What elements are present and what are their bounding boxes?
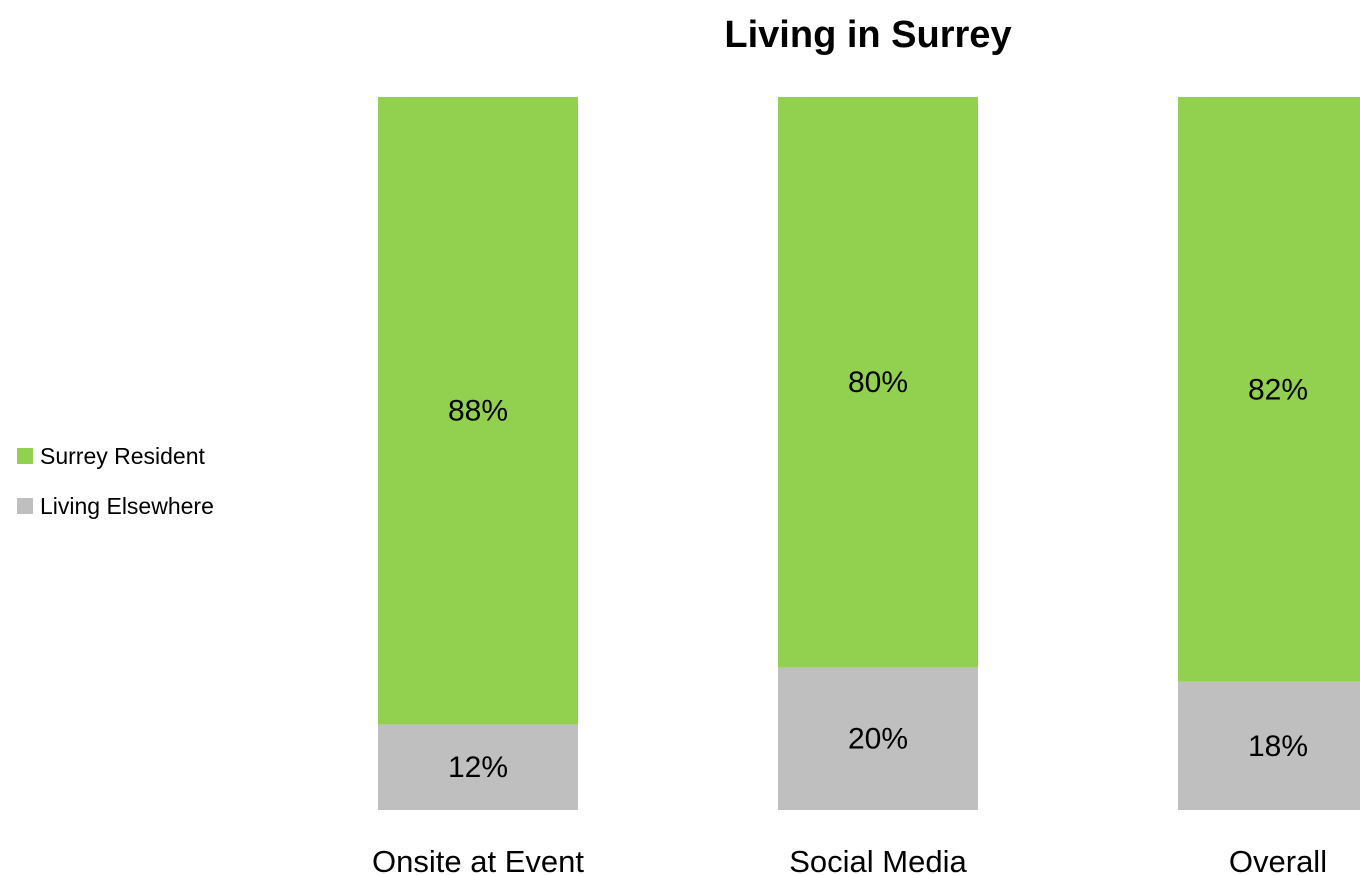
data-label-living-elsewhere-social-media: 20% bbox=[848, 723, 908, 756]
category-label-social-media: Social Media bbox=[789, 844, 967, 875]
chart-title: Living in Surrey bbox=[724, 14, 1011, 56]
bar-segment-living-elsewhere-social-media bbox=[778, 667, 978, 810]
category-labels: Onsite at Event Social Media Overall bbox=[372, 844, 1327, 875]
legend-label-surrey-resident: Surrey Resident bbox=[40, 443, 206, 469]
bars-layer: 12% 88% 20% 80% 18% 82% bbox=[378, 97, 1360, 810]
data-label-surrey-resident-overall: 82% bbox=[1248, 373, 1308, 406]
category-label-onsite-at-event: Onsite at Event bbox=[372, 844, 584, 875]
data-label-surrey-resident-social-media: 80% bbox=[848, 366, 908, 399]
data-label-surrey-resident-onsite-at-event: 88% bbox=[448, 395, 508, 428]
legend-label-living-elsewhere: Living Elsewhere bbox=[40, 493, 214, 519]
bar-segment-living-elsewhere-overall bbox=[1178, 681, 1360, 810]
legend: Surrey Resident Living Elsewhere bbox=[17, 443, 214, 519]
bar-segment-surrey-resident-onsite-at-event bbox=[378, 97, 578, 725]
bar-segment-surrey-resident-overall bbox=[1178, 97, 1360, 682]
legend-swatch-living-elsewhere bbox=[17, 498, 33, 514]
bar-segment-surrey-resident-social-media bbox=[778, 97, 978, 668]
data-label-living-elsewhere-overall: 18% bbox=[1248, 730, 1308, 763]
category-label-overall: Overall bbox=[1229, 844, 1327, 875]
bar-segment-living-elsewhere-onsite-at-event bbox=[378, 724, 578, 810]
data-label-living-elsewhere-onsite-at-event: 12% bbox=[448, 751, 508, 784]
legend-swatch-surrey-resident bbox=[17, 448, 33, 464]
